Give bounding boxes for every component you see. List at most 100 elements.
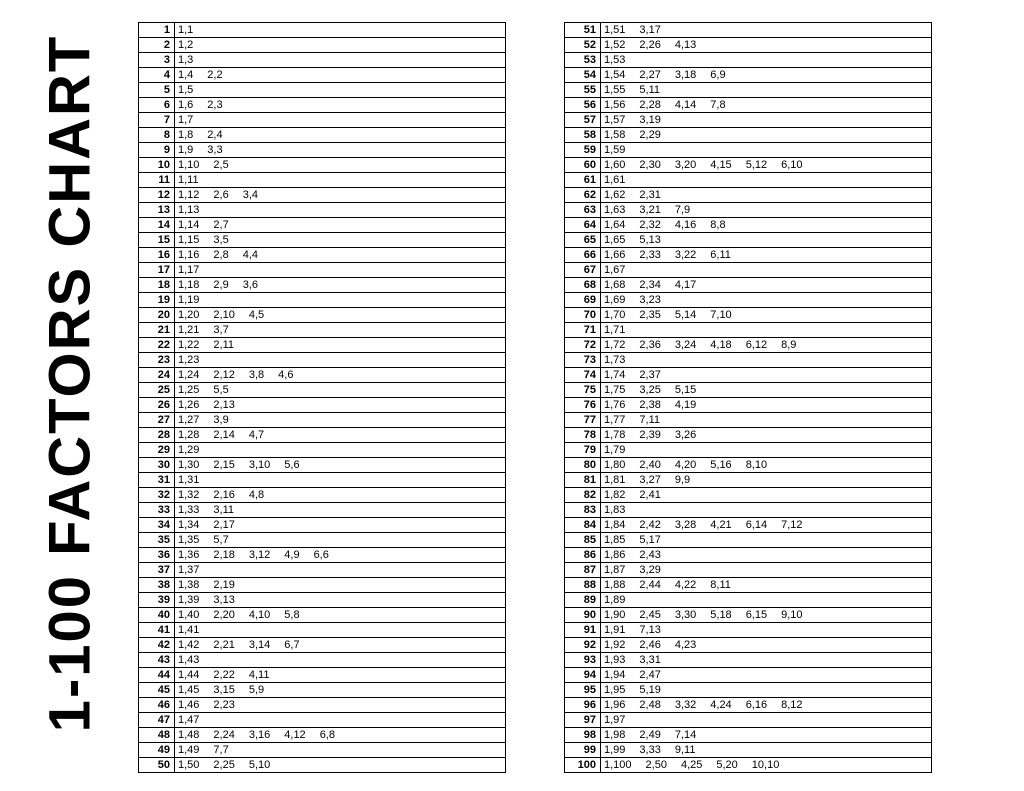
factor-pair: 2,12 xyxy=(213,370,234,381)
number-cell: 48 xyxy=(139,728,175,743)
number-cell: 57 xyxy=(565,113,601,128)
factor-pair: 1,24 xyxy=(178,370,199,381)
table-row: 421,422,213,146,7 xyxy=(139,638,506,653)
factors-cell: 1,333,11 xyxy=(175,503,506,518)
number-cell: 66 xyxy=(565,248,601,263)
factor-pair: 2,30 xyxy=(639,160,660,171)
table-row: 801,802,404,205,168,10 xyxy=(565,458,932,473)
factors-cell: 1,71 xyxy=(601,323,932,338)
factor-pair: 1,73 xyxy=(604,355,625,366)
factor-pair: 6,11 xyxy=(710,250,731,261)
table-row: 591,59 xyxy=(565,143,932,158)
number-cell: 76 xyxy=(565,398,601,413)
factors-cell: 1,19 xyxy=(175,293,506,308)
factor-pair: 1,34 xyxy=(178,520,199,531)
factor-pair: 2,50 xyxy=(646,760,667,771)
factors-cell: 1,23 xyxy=(175,353,506,368)
table-row: 401,402,204,105,8 xyxy=(139,608,506,623)
factors-cell: 1,142,7 xyxy=(175,218,506,233)
factors-cell: 1,562,284,147,8 xyxy=(601,98,932,113)
table-row: 811,813,279,9 xyxy=(565,473,932,488)
factor-pair: 2,38 xyxy=(639,400,660,411)
number-cell: 18 xyxy=(139,278,175,293)
number-cell: 82 xyxy=(565,488,601,503)
factor-pair: 5,7 xyxy=(213,535,228,546)
number-cell: 22 xyxy=(139,338,175,353)
factors-cell: 1,37 xyxy=(175,563,506,578)
factor-pair: 10,10 xyxy=(752,760,780,771)
factor-pair: 1,38 xyxy=(178,580,199,591)
number-cell: 96 xyxy=(565,698,601,713)
factor-pair: 1,16 xyxy=(178,250,199,261)
table-row: 81,82,4 xyxy=(139,128,506,143)
factors-cell: 1,67 xyxy=(601,263,932,278)
factor-pair: 3,5 xyxy=(213,235,228,246)
factor-pair: 4,25 xyxy=(681,760,702,771)
table-row: 481,482,243,164,126,8 xyxy=(139,728,506,743)
factor-pair: 1,79 xyxy=(604,445,625,456)
table-row: 991,993,339,11 xyxy=(565,743,932,758)
number-cell: 91 xyxy=(565,623,601,638)
number-cell: 90 xyxy=(565,608,601,623)
factor-pair: 4,16 xyxy=(675,220,696,231)
factors-cell: 1,933,31 xyxy=(601,653,932,668)
factors-cell: 1,82,4 xyxy=(175,128,506,143)
table-row: 531,53 xyxy=(565,53,932,68)
factor-pair: 5,20 xyxy=(716,760,737,771)
factors-cell: 1,255,5 xyxy=(175,383,506,398)
table-row: 541,542,273,186,9 xyxy=(565,68,932,83)
number-cell: 7 xyxy=(139,113,175,128)
factor-pair: 2,33 xyxy=(639,250,660,261)
factors-cell: 1,873,29 xyxy=(601,563,932,578)
table-row: 171,17 xyxy=(139,263,506,278)
table-row: 161,162,84,4 xyxy=(139,248,506,263)
factor-pair: 1,20 xyxy=(178,310,199,321)
table-row: 211,213,7 xyxy=(139,323,506,338)
table-row: 831,83 xyxy=(565,503,932,518)
number-cell: 38 xyxy=(139,578,175,593)
factor-pair: 1,63 xyxy=(604,205,625,216)
factor-pair: 1,8 xyxy=(178,130,193,141)
factor-pair: 1,29 xyxy=(178,445,199,456)
factor-pair: 1,53 xyxy=(604,55,625,66)
number-cell: 43 xyxy=(139,653,175,668)
number-cell: 47 xyxy=(139,713,175,728)
table-row: 931,933,31 xyxy=(565,653,932,668)
factor-pair: 2,46 xyxy=(639,640,660,651)
number-cell: 52 xyxy=(565,38,601,53)
table-row: 461,462,23 xyxy=(139,698,506,713)
factor-pair: 1,55 xyxy=(604,85,625,96)
factor-pair: 1,94 xyxy=(604,670,625,681)
factor-pair: 4,9 xyxy=(284,550,299,561)
table-row: 941,942,47 xyxy=(565,668,932,683)
factor-pair: 7,8 xyxy=(710,100,725,111)
table-row: 911,917,13 xyxy=(565,623,932,638)
factor-pair: 6,12 xyxy=(746,340,767,351)
number-cell: 85 xyxy=(565,533,601,548)
number-cell: 4 xyxy=(139,68,175,83)
table-row: 771,777,11 xyxy=(565,413,932,428)
table-row: 701,702,355,147,10 xyxy=(565,308,932,323)
factor-pair: 2,21 xyxy=(213,640,234,651)
table-row: 131,13 xyxy=(139,203,506,218)
factor-pair: 3,12 xyxy=(249,550,270,561)
number-cell: 34 xyxy=(139,518,175,533)
factors-cell: 1,862,43 xyxy=(601,548,932,563)
factor-pair: 4,8 xyxy=(249,490,264,501)
factor-pair: 4,18 xyxy=(710,340,731,351)
table-row: 571,573,19 xyxy=(565,113,932,128)
factor-pair: 1,6 xyxy=(178,100,193,111)
factor-pair: 3,20 xyxy=(675,160,696,171)
factor-pair: 1,26 xyxy=(178,400,199,411)
number-cell: 12 xyxy=(139,188,175,203)
number-cell: 41 xyxy=(139,623,175,638)
factors-cell: 1,83 xyxy=(601,503,932,518)
table-row: 951,955,19 xyxy=(565,683,932,698)
factor-pair: 4,11 xyxy=(249,670,270,681)
table-row: 111,11 xyxy=(139,173,506,188)
table-row: 1001,1002,504,255,2010,10 xyxy=(565,758,932,773)
number-cell: 51 xyxy=(565,23,601,38)
number-cell: 39 xyxy=(139,593,175,608)
factor-pair: 2,22 xyxy=(213,670,234,681)
table-row: 361,362,183,124,96,6 xyxy=(139,548,506,563)
